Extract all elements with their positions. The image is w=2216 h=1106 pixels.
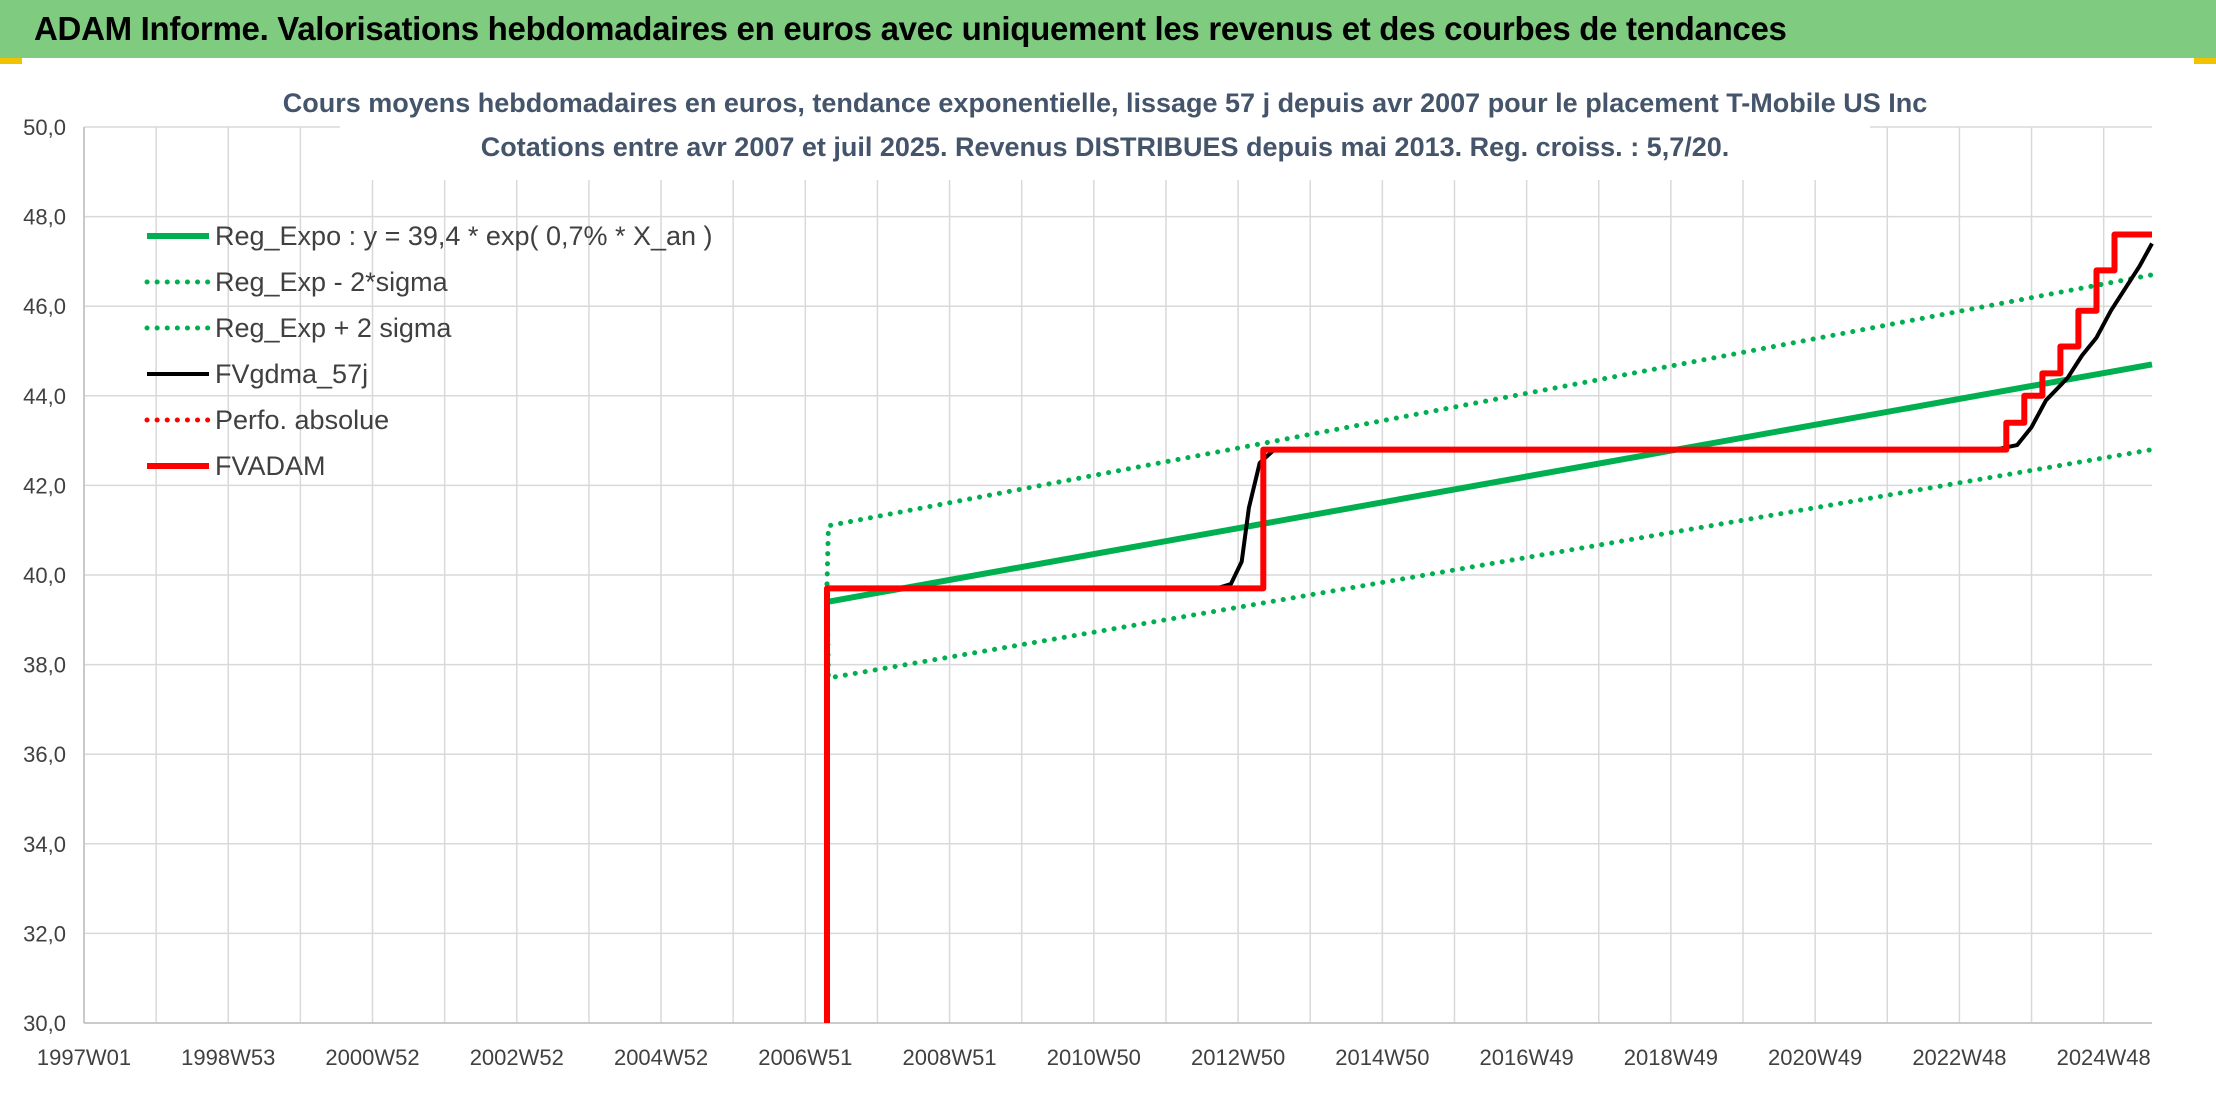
x-tick-label: 2006W51 bbox=[758, 1045, 852, 1070]
y-tick-label: 42,0 bbox=[23, 473, 66, 498]
x-tick-label: 2018W49 bbox=[1624, 1045, 1718, 1070]
chart-title: Cours moyens hebdomadaires en euros, ten… bbox=[283, 88, 1928, 118]
x-tick-label: 2024W48 bbox=[2057, 1045, 2151, 1070]
y-tick-label: 44,0 bbox=[23, 384, 66, 409]
y-tick-label: 32,0 bbox=[23, 921, 66, 946]
chart-svg: 30,0 32,0 34,0 36,0 38,0 40,0 42,0 44,0 46,0 48,0… bbox=[23, 64, 2155, 1070]
legend-label: Perfo. absolue bbox=[215, 405, 389, 435]
x-tick-label: 1997W01 bbox=[37, 1045, 131, 1070]
title-background bbox=[340, 64, 1870, 180]
series-line-6 bbox=[824, 231, 2152, 1023]
series-line-1 bbox=[826, 361, 2153, 605]
series-layer bbox=[824, 231, 2155, 1023]
x-tick-label: 2020W49 bbox=[1768, 1045, 1862, 1070]
y-tick-label: 30,0 bbox=[23, 1011, 66, 1036]
y-tick-label: 34,0 bbox=[23, 832, 66, 857]
x-tick-label: 2022W48 bbox=[1912, 1045, 2006, 1070]
x-tick-label: 2010W50 bbox=[1047, 1045, 1141, 1070]
y-tick-label: 36,0 bbox=[23, 742, 66, 767]
y-tick-label: 46,0 bbox=[23, 294, 66, 319]
chart-subtitle: Cotations entre avr 2007 et juil 2025. R… bbox=[481, 132, 1730, 162]
x-tick-label: 2002W52 bbox=[470, 1045, 564, 1070]
y-axis-ticks: 30,0 32,0 34,0 36,0 38,0 40,0 42,0 44,0 46,0 48,0… bbox=[23, 115, 66, 1036]
chart-area: 30,0 32,0 34,0 36,0 38,0 40,0 42,0 44,0 46,0 48,0… bbox=[0, 62, 2216, 1106]
legend-label: FVADAM bbox=[215, 451, 326, 481]
x-tick-label: 2016W49 bbox=[1480, 1045, 1574, 1070]
y-tick-label: 48,0 bbox=[23, 205, 66, 230]
grid-layer bbox=[83, 126, 2152, 1024]
x-tick-label: 2004W52 bbox=[614, 1045, 708, 1070]
legend: Reg_Expo : y = 39,4 * exp( 0,7% * X_an )… bbox=[144, 221, 713, 481]
legend-label: FVgdma_57j bbox=[215, 359, 368, 389]
y-tick-label: 50,0 bbox=[23, 115, 66, 140]
x-tick-label: 2014W50 bbox=[1335, 1045, 1429, 1070]
series-line-3 bbox=[824, 272, 2155, 587]
x-tick-label: 2012W50 bbox=[1191, 1045, 1285, 1070]
y-tick-label: 38,0 bbox=[23, 653, 66, 678]
legend-label: Reg_Exp + 2 sigma bbox=[215, 313, 452, 343]
legend-label: Reg_Expo : y = 39,4 * exp( 0,7% * X_an ) bbox=[215, 221, 713, 251]
x-axis-ticks: 1997W01 1998W53 2000W52 2002W52 2004W52 2006W… bbox=[37, 1045, 2151, 1070]
y-tick-label: 40,0 bbox=[23, 563, 66, 588]
report-banner: ADAM Informe. Valorisations hebdomadaire… bbox=[0, 0, 2216, 58]
x-tick-label: 1998W53 bbox=[181, 1045, 275, 1070]
x-tick-label: 2000W52 bbox=[325, 1045, 419, 1070]
x-tick-label: 2008W51 bbox=[902, 1045, 996, 1070]
legend-label: Reg_Exp - 2*sigma bbox=[215, 267, 449, 297]
corner-mark-right bbox=[2194, 58, 2216, 64]
report-title: ADAM Informe. Valorisations hebdomadaire… bbox=[34, 10, 1787, 47]
corner-mark-left bbox=[0, 58, 22, 64]
series-line-4 bbox=[825, 242, 2154, 1023]
